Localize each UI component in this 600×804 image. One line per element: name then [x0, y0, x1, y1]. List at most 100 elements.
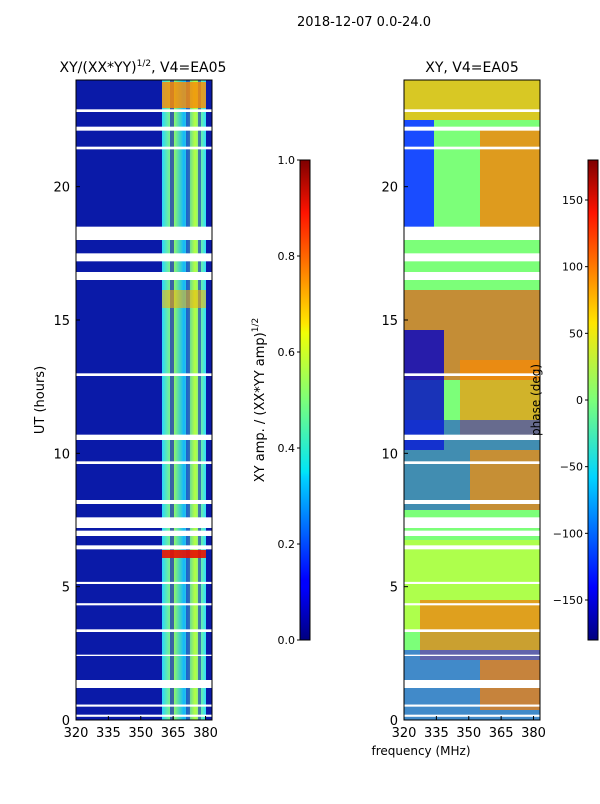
amplitude-data-gaps [76, 109, 212, 717]
y-tick-label: 20 [381, 181, 398, 196]
data-gap [76, 226, 212, 240]
data-gap [404, 109, 540, 112]
figure-suptitle: 2018-12-07 0.0-24.0 [297, 15, 431, 30]
data-gap [76, 272, 212, 280]
phase-panel: XY, V4=EA05 320 335 350 365 380 0 5 10 15 20 fre… [371, 60, 599, 758]
x-tick-label: 335 [424, 726, 449, 741]
data-gap [404, 517, 540, 528]
amplitude-panel-title: XY/(XX*YY)1/2, V4=EA05 [60, 59, 227, 76]
data-gap [404, 530, 540, 536]
phase-y-axis: 0 5 10 15 20 [381, 181, 408, 729]
amplitude-y-axis: 0 5 10 15 20 [53, 181, 80, 729]
data-gap [404, 581, 540, 584]
y-tick-label: 20 [53, 181, 70, 196]
data-gap [76, 461, 212, 464]
amplitude-colorbar-label: XY amp. / (XX*YY amp)1/2 [251, 318, 268, 482]
x-tick-label: 380 [193, 726, 218, 741]
data-gap [404, 704, 540, 707]
data-gap [76, 373, 212, 376]
amplitude-hotspot [162, 550, 206, 558]
data-gap [76, 126, 212, 131]
data-gap [76, 434, 212, 440]
colorbar-tick-label: −150 [553, 594, 583, 607]
phase-xlabel: frequency (MHz) [371, 744, 470, 758]
phase-colorbar: −150 −100 −50 0 50 100 150 phase (deg) [529, 159, 599, 641]
y-tick-label: 0 [62, 714, 70, 729]
colorbar-tick-label: 1.0 [278, 154, 296, 167]
y-tick-label: 15 [53, 314, 70, 329]
data-gap [76, 109, 212, 112]
y-tick-label: 15 [381, 314, 398, 329]
data-gap [76, 500, 212, 504]
amplitude-band-stripe [198, 80, 201, 720]
colorbar-tick-label: 50 [569, 327, 583, 340]
colorbar-tick-label: −100 [553, 527, 583, 540]
data-gap [404, 500, 540, 504]
phase-panel-title: XY, V4=EA05 [425, 60, 519, 76]
data-gap [404, 680, 540, 688]
data-gap [404, 226, 540, 240]
data-gap [76, 545, 212, 550]
phase-colorbar-ticks: −150 −100 −50 0 50 100 150 [553, 194, 588, 607]
amplitude-band-stripe [186, 80, 190, 720]
data-gap [76, 654, 212, 656]
colorbar-tick-label: 0.2 [278, 538, 296, 551]
amplitude-ylabel: UT (hours) [33, 366, 48, 434]
amplitude-x-axis: 320 335 350 365 380 [64, 716, 218, 741]
data-gap [404, 126, 540, 131]
phase-region [404, 120, 434, 230]
x-tick-label: 320 [392, 726, 417, 741]
y-tick-label: 0 [390, 714, 398, 729]
data-gap [76, 253, 212, 262]
phase-region [404, 80, 540, 120]
amplitude-heatmap: 320 335 350 365 380 0 5 10 15 20 [53, 79, 218, 741]
data-gap [404, 461, 540, 464]
phase-heatmap: 320 335 350 365 380 0 5 10 15 20 [381, 79, 546, 741]
colorbar-tick-label: 0.8 [278, 250, 296, 263]
amplitude-hotspot [162, 290, 206, 308]
y-tick-label: 5 [390, 581, 398, 596]
data-gap [404, 434, 540, 440]
data-gap [76, 581, 212, 584]
data-gap [404, 654, 540, 656]
data-gap [76, 714, 212, 717]
data-gap [76, 517, 212, 528]
amplitude-colorbar-gradient [299, 159, 311, 641]
colorbar-tick-label: 0.4 [278, 442, 296, 455]
colorbar-tick-label: −50 [560, 461, 583, 474]
x-tick-label: 380 [521, 726, 546, 741]
phase-data-gaps [404, 109, 540, 717]
data-gap [404, 629, 540, 632]
colorbar-tick-label: 0.6 [278, 346, 296, 359]
data-gap [404, 272, 540, 280]
colorbar-tick-label: 0 [576, 394, 583, 407]
x-tick-label: 335 [96, 726, 121, 741]
phase-x-axis: 320 335 350 365 380 [392, 716, 546, 741]
y-tick-label: 5 [62, 581, 70, 596]
data-gap [404, 253, 540, 262]
amplitude-colorbar: 0.0 0.2 0.4 0.6 0.8 1.0 XY amp. / (XX*YY amp)… [251, 154, 311, 647]
colorbar-tick-label: 100 [562, 261, 583, 274]
data-gap [404, 714, 540, 717]
data-gap [404, 373, 540, 376]
data-gap [404, 545, 540, 550]
colorbar-tick-label: 0.0 [278, 634, 296, 647]
amplitude-plot-frame [75, 79, 213, 721]
phase-region [480, 130, 540, 230]
data-gap [404, 603, 540, 606]
y-tick-label: 10 [381, 447, 398, 462]
amplitude-panel: XY/(XX*YY)1/2, V4=EA05 320 335 350 365 380 0… [33, 59, 311, 741]
data-gap [76, 603, 212, 606]
x-tick-label: 350 [128, 726, 153, 741]
x-tick-label: 350 [456, 726, 481, 741]
x-tick-label: 365 [489, 726, 514, 741]
colorbar-tick-label: 150 [562, 194, 583, 207]
data-gap [404, 146, 540, 150]
phase-colorbar-gradient [587, 159, 599, 641]
amplitude-band-stripe [170, 80, 174, 720]
amplitude-colorbar-ticks: 0.0 0.2 0.4 0.6 0.8 1.0 [278, 154, 300, 647]
data-gap [76, 629, 212, 632]
x-tick-label: 320 [64, 726, 89, 741]
phase-colorbar-label: phase (deg) [529, 364, 543, 436]
data-gap [76, 146, 212, 150]
